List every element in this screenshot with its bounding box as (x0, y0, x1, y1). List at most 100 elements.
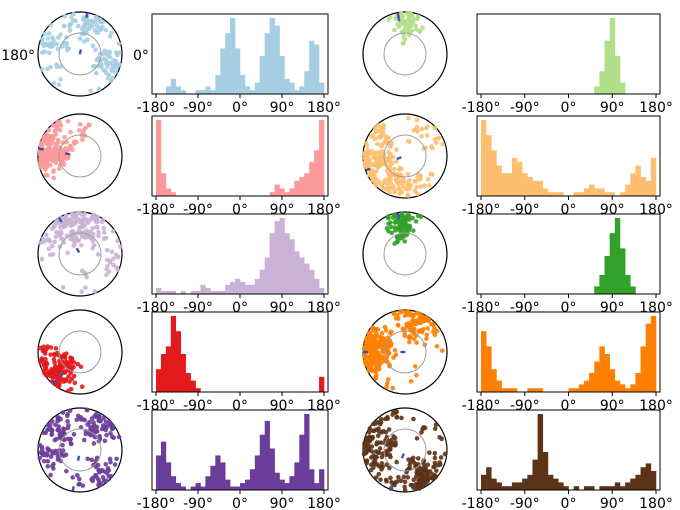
reference-circle (58, 134, 102, 178)
data-point (93, 47, 98, 53)
histogram-bar (269, 233, 275, 294)
data-point (106, 72, 112, 78)
data-point (71, 373, 77, 379)
data-point (95, 63, 101, 69)
data-point (409, 28, 415, 34)
data-point (48, 422, 53, 428)
data-point (399, 189, 405, 195)
x-tick-label: -90° (183, 202, 213, 218)
data-point (436, 135, 441, 141)
data-point (418, 473, 424, 479)
data-point (85, 220, 91, 226)
data-point (46, 31, 52, 36)
histogram-bar (165, 462, 172, 490)
data-point (96, 414, 101, 419)
data-point (49, 431, 55, 437)
histogram-bar (230, 281, 236, 294)
histogram-bar (254, 278, 261, 294)
histogram-bar (594, 361, 600, 392)
data-point (406, 184, 412, 190)
histogram-bar (210, 465, 216, 490)
histogram-frame (476, 13, 661, 95)
data-point (105, 263, 110, 269)
data-point (60, 448, 66, 453)
histogram-bar (573, 486, 580, 490)
data-point (75, 472, 80, 478)
histogram: -180° -90° 0° 90° 180° (137, 409, 341, 510)
data-point (427, 450, 432, 455)
data-point (414, 372, 419, 378)
data-point (45, 157, 51, 162)
histogram: -180° -90° 0° 90° 180° (137, 115, 341, 218)
data-point (51, 175, 57, 181)
data-point (69, 356, 75, 361)
data-point (415, 191, 421, 197)
histogram-bar (240, 75, 246, 94)
reference-circle (383, 428, 427, 472)
data-point (402, 313, 408, 318)
data-point (405, 193, 411, 198)
data-point (375, 339, 380, 344)
data-point (62, 224, 67, 229)
histogram: -180° -90° 0° 90° 180° (462, 213, 673, 316)
data-point (113, 252, 119, 258)
data-point (386, 350, 392, 356)
data-point (437, 434, 442, 440)
data-point (98, 19, 103, 25)
data-point (83, 125, 88, 131)
data-point (48, 472, 53, 478)
data-point (411, 416, 416, 422)
histogram-frame (476, 311, 661, 393)
data-point (372, 349, 378, 355)
data-point (383, 416, 388, 422)
data-point (73, 219, 78, 225)
data-point (376, 151, 382, 157)
x-tick-label: 0° (232, 100, 248, 116)
data-point (49, 43, 55, 49)
data-point (40, 36, 45, 42)
data-point (418, 484, 423, 489)
data-point (363, 141, 369, 146)
histogram-bar (481, 120, 487, 196)
histogram-bar (553, 478, 559, 490)
data-point (60, 140, 66, 145)
histogram-bar (583, 486, 590, 490)
data-point (388, 331, 393, 336)
data-point (414, 117, 420, 123)
data-point (388, 454, 393, 460)
data-point (55, 418, 60, 424)
data-point (404, 26, 410, 31)
histogram: -180° -90° 0° 90° 180° (137, 213, 341, 316)
data-point (94, 224, 100, 230)
histogram-bar (573, 192, 580, 196)
direction-tick-marker (52, 379, 58, 385)
data-point (421, 467, 427, 472)
data-point (80, 137, 85, 143)
data-point (386, 443, 391, 448)
mean-direction-marker (64, 152, 71, 156)
reference-circle (383, 134, 427, 178)
data-point (393, 177, 399, 183)
data-point (370, 326, 376, 331)
data-point (106, 269, 112, 274)
data-point (370, 178, 375, 183)
circular-plot (362, 211, 448, 297)
plot-grid: -180° -90° 0° 90° 180° 180° 0° -90° -180° -90° 0° 9… (1, 10, 673, 510)
data-point (56, 427, 61, 432)
histogram-bar (235, 486, 241, 490)
data-point (407, 339, 412, 345)
x-tick-label: 180° (307, 496, 341, 510)
data-point (387, 465, 392, 471)
histogram-bar (537, 180, 544, 196)
data-point (53, 128, 58, 134)
data-point (389, 479, 394, 485)
data-point (429, 321, 434, 327)
histogram-bar (599, 275, 605, 294)
angle-label-0: 0° (133, 48, 149, 64)
histogram-bar (496, 380, 502, 392)
data-point (383, 477, 389, 483)
data-point (374, 440, 380, 445)
histogram-bar (230, 486, 236, 490)
data-point (68, 236, 73, 242)
x-tick-label: 0° (232, 496, 248, 510)
